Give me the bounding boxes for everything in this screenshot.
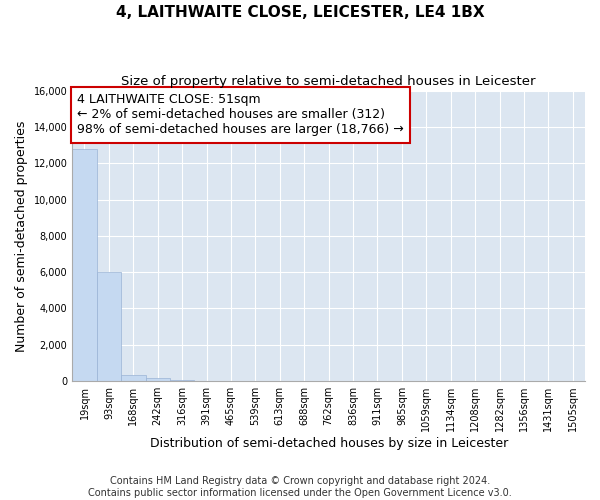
- Text: Contains HM Land Registry data © Crown copyright and database right 2024.
Contai: Contains HM Land Registry data © Crown c…: [88, 476, 512, 498]
- Bar: [72, 148, 97, 381]
- Title: Size of property relative to semi-detached houses in Leicester: Size of property relative to semi-detach…: [121, 75, 536, 88]
- Bar: [170, 380, 194, 381]
- Text: 4 LAITHWAITE CLOSE: 51sqm
← 2% of semi-detached houses are smaller (312)
98% of : 4 LAITHWAITE CLOSE: 51sqm ← 2% of semi-d…: [77, 94, 404, 136]
- Y-axis label: Number of semi-detached properties: Number of semi-detached properties: [15, 120, 28, 352]
- Bar: [121, 374, 146, 381]
- Bar: [97, 272, 121, 381]
- Text: 4, LAITHWAITE CLOSE, LEICESTER, LE4 1BX: 4, LAITHWAITE CLOSE, LEICESTER, LE4 1BX: [116, 5, 484, 20]
- Bar: [146, 378, 170, 381]
- X-axis label: Distribution of semi-detached houses by size in Leicester: Distribution of semi-detached houses by …: [149, 437, 508, 450]
